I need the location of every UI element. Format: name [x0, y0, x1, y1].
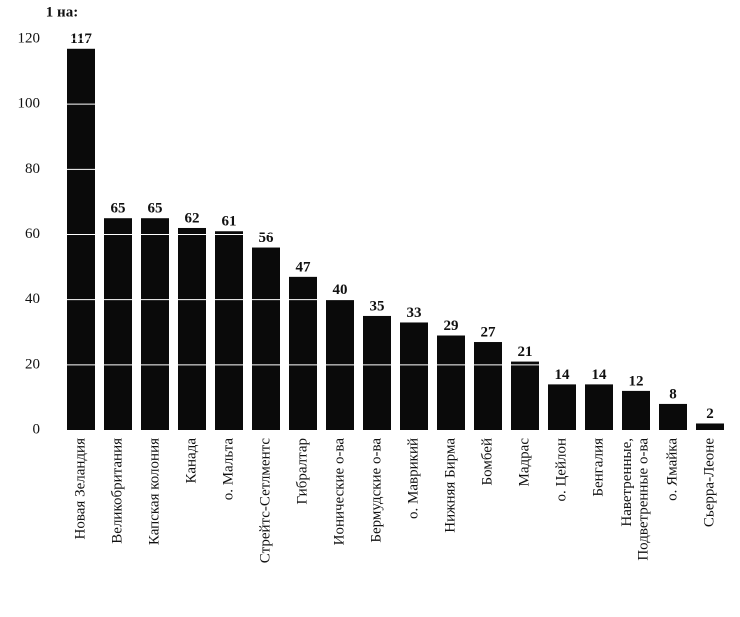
y-tick-label: 40	[25, 291, 40, 307]
y-tick-label: 20	[25, 356, 40, 372]
y-tick-label: 0	[33, 421, 41, 437]
x-tick-label: Капская колония	[146, 438, 162, 545]
x-tick-label: Новая Зеландия	[72, 438, 88, 540]
x-tick-label: Ионические о-ва	[331, 438, 347, 546]
bar	[400, 322, 428, 430]
value-label: 8	[669, 386, 677, 402]
value-label: 62	[185, 210, 200, 226]
value-label: 61	[222, 214, 237, 230]
x-tick-label: Великобритания	[109, 438, 125, 544]
bar	[622, 390, 650, 430]
value-label: 65	[148, 201, 163, 217]
bar	[474, 342, 502, 430]
bar	[215, 231, 243, 430]
y-tick-label: 80	[25, 161, 40, 177]
value-label: 21	[518, 344, 533, 360]
y-axis-label: 1 на:	[46, 4, 78, 20]
x-tick-label: Стрейтс-Сетлментс	[257, 438, 273, 564]
x-tick-label: Мадрас	[516, 438, 532, 487]
bar	[141, 218, 169, 430]
y-tick-label: 120	[18, 30, 41, 46]
x-tick-label: Бенгалия	[590, 438, 606, 497]
y-tick-label: 60	[25, 226, 40, 242]
bar	[511, 361, 539, 430]
bar	[67, 48, 95, 431]
value-label: 35	[370, 298, 385, 314]
value-label: 2	[706, 406, 714, 422]
value-label: 27	[481, 324, 497, 340]
x-tick-label: Канада	[183, 438, 199, 484]
value-label: 47	[296, 259, 312, 275]
value-label: 56	[259, 230, 275, 246]
bar	[178, 227, 206, 430]
value-label: 14	[592, 367, 608, 383]
x-tick-label: Нижняя Бирма	[442, 438, 458, 533]
bar	[659, 403, 687, 430]
x-tick-label: Сьерра-Леоне	[701, 438, 717, 527]
y-tick-label: 100	[18, 96, 41, 112]
value-label: 40	[333, 282, 348, 298]
x-tick-label: Бомбей	[479, 438, 495, 485]
x-tick-label: о. Цейлон	[553, 438, 569, 502]
bar	[252, 247, 280, 430]
bar	[104, 218, 132, 430]
bar	[696, 423, 724, 430]
value-label: 14	[555, 367, 571, 383]
bar	[363, 315, 391, 430]
bar	[548, 384, 576, 430]
x-tick-label: о. Маврикий	[405, 438, 421, 519]
x-tick-label: Гибралтар	[294, 438, 310, 504]
x-tick-label: о. Мальта	[220, 438, 236, 501]
x-tick-label: Наветренные,Подветренные о-ва	[619, 438, 652, 561]
value-label: 29	[444, 318, 459, 334]
x-tick-label: Бермудские о-ва	[368, 438, 384, 543]
value-label: 12	[629, 373, 644, 389]
bar	[585, 384, 613, 430]
x-tick-label: о. Ямайка	[664, 438, 680, 501]
value-label: 33	[407, 305, 422, 321]
bar	[289, 276, 317, 430]
value-label: 65	[111, 201, 126, 217]
bar	[437, 335, 465, 430]
